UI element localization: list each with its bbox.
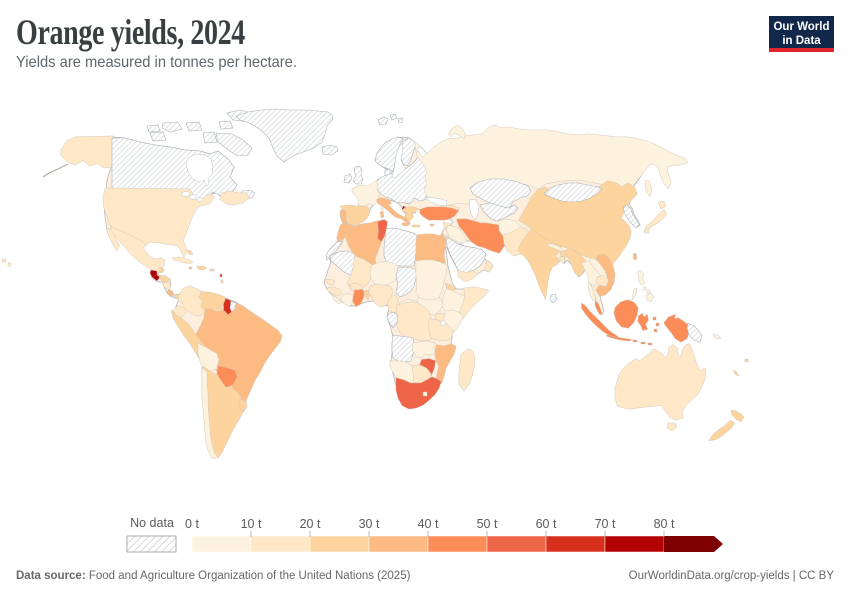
svg-text:80 t: 80 t bbox=[654, 517, 675, 531]
svg-text:50 t: 50 t bbox=[477, 517, 498, 531]
svg-text:30 t: 30 t bbox=[359, 517, 380, 531]
svg-text:70 t: 70 t bbox=[595, 517, 616, 531]
svg-text:40 t: 40 t bbox=[418, 517, 439, 531]
svg-text:60 t: 60 t bbox=[536, 517, 557, 531]
svg-text:10 t: 10 t bbox=[241, 517, 262, 531]
svg-text:0 t: 0 t bbox=[185, 517, 199, 531]
svg-text:20 t: 20 t bbox=[300, 517, 321, 531]
